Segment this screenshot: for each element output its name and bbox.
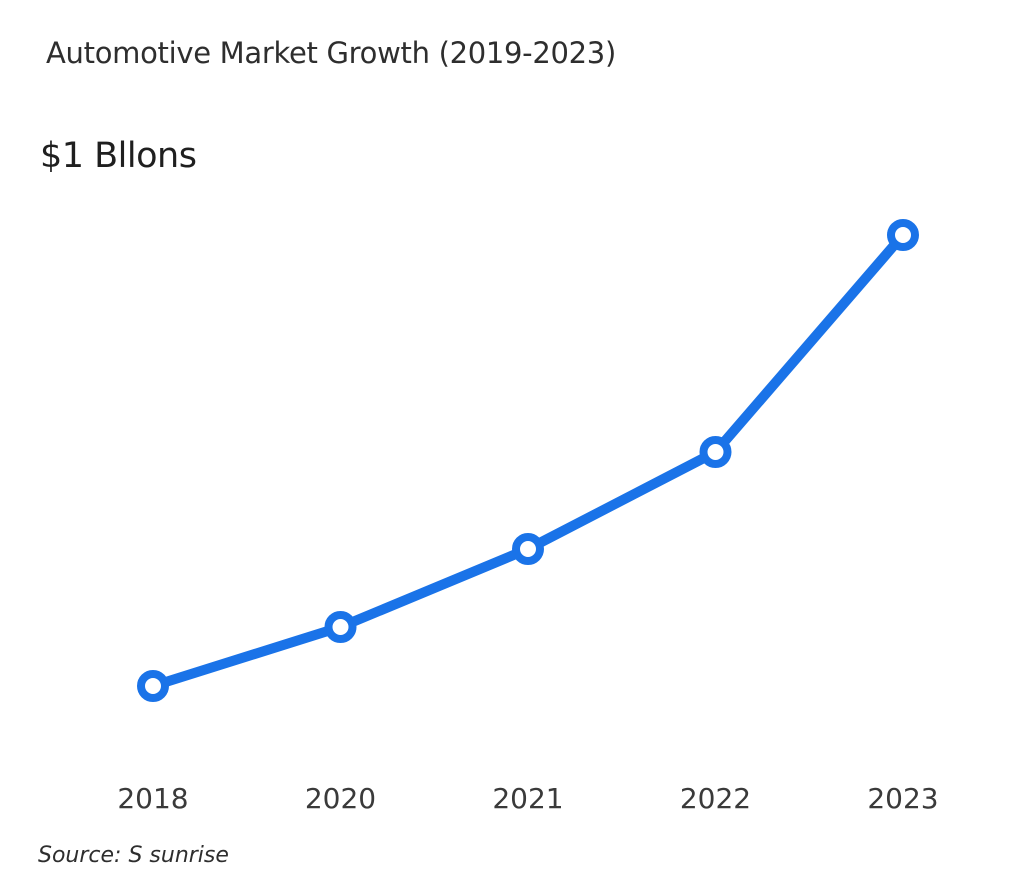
data-point-2022 (699, 436, 732, 468)
y-axis-unit-label: $1 Bllons (40, 136, 197, 176)
chart-title: Automotive Market Growth (2019-2023) (46, 36, 616, 70)
data-point-2020 (324, 611, 357, 643)
series-line (148, 230, 908, 691)
x-tick-label: 2021 (492, 782, 563, 815)
data-point-2021 (512, 533, 544, 565)
x-tick-label: 2023 (867, 782, 938, 815)
data-point-2018 (137, 670, 169, 702)
x-tick-label: 2022 (680, 782, 751, 815)
data-point-2023 (887, 219, 919, 251)
source-note: Source: S sunrise (38, 843, 229, 868)
x-tick-label: 2018 (117, 782, 188, 815)
x-tick-label: 2020 (305, 782, 376, 815)
